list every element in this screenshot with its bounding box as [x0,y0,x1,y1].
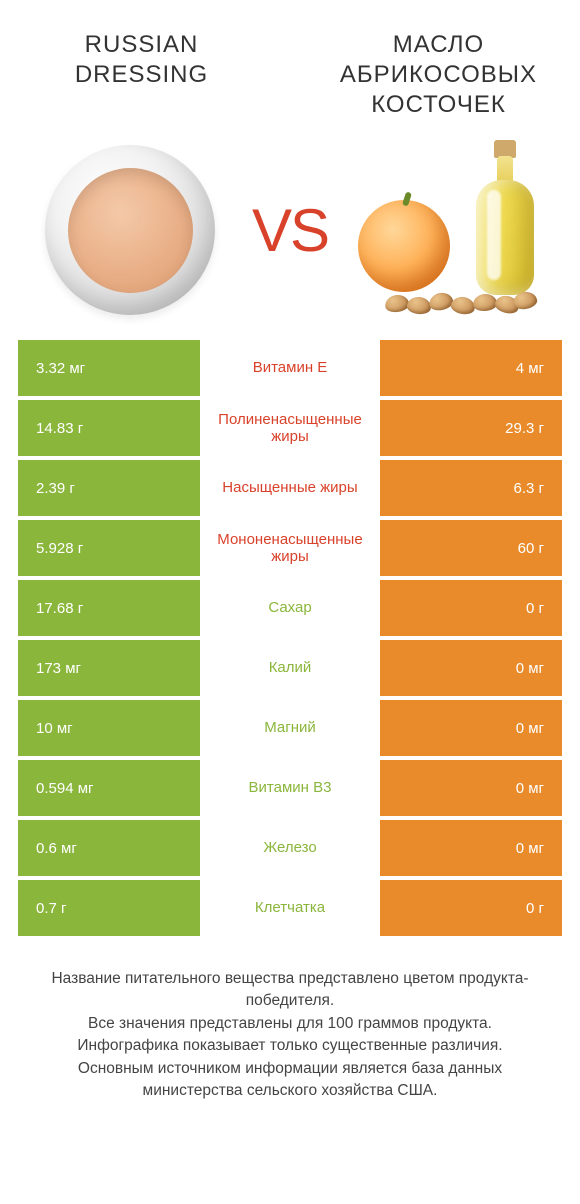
left-value: 0.7 г [18,880,200,936]
vs-label: VS [252,196,328,265]
left-value: 3.32 мг [18,340,200,396]
left-product-image [30,140,230,320]
header: RUSSIAN DRESSING МАСЛО АБРИКОСОВЫХ КОСТО… [0,0,580,130]
right-product-image [350,140,550,320]
nutrient-label: Мононенасыщенные жиры [200,520,380,576]
table-row: 0.6 мгЖелезо0 мг [18,820,562,876]
kernels-icon [385,280,540,314]
right-value: 0 мг [380,760,562,816]
dressing-icon [68,168,193,293]
left-value: 0.594 мг [18,760,200,816]
nutrient-label: Сахар [200,580,380,636]
nutrient-label: Магний [200,700,380,756]
nutrient-label: Полиненасыщенные жиры [200,400,380,456]
table-row: 173 мгКалий0 мг [18,640,562,696]
footer-line: Основным источником информации является … [28,1058,552,1103]
footer-notes: Название питательного вещества представл… [0,940,580,1103]
nutrient-label: Клетчатка [200,880,380,936]
left-value: 14.83 г [18,400,200,456]
comparison-table: 3.32 мгВитамин E4 мг14.83 гПолиненасыщен… [0,340,580,936]
table-row: 3.32 мгВитамин E4 мг [18,340,562,396]
nutrient-label: Витамин B3 [200,760,380,816]
table-row: 2.39 гНасыщенные жиры6.3 г [18,460,562,516]
table-row: 14.83 гПолиненасыщенные жиры29.3 г [18,400,562,456]
right-value: 4 мг [380,340,562,396]
apricot-icon [358,200,450,292]
footer-line: Инфографика показывает только существенн… [28,1035,552,1057]
right-value: 0 мг [380,640,562,696]
left-value: 17.68 г [18,580,200,636]
table-row: 0.594 мгВитамин B30 мг [18,760,562,816]
right-value: 0 г [380,880,562,936]
oil-bottle-icon [475,140,535,295]
left-value: 173 мг [18,640,200,696]
left-value: 2.39 г [18,460,200,516]
bowl-icon [45,145,215,315]
left-value: 0.6 мг [18,820,200,876]
nutrient-label: Железо [200,820,380,876]
right-product-title: МАСЛО АБРИКОСОВЫХ КОСТОЧЕК [317,30,560,120]
right-value: 29.3 г [380,400,562,456]
images-row: VS [0,130,580,340]
right-value: 0 г [380,580,562,636]
footer-line: Название питательного вещества представл… [28,968,552,1013]
table-row: 17.68 гСахар0 г [18,580,562,636]
right-value: 60 г [380,520,562,576]
table-row: 0.7 гКлетчатка0 г [18,880,562,936]
left-value: 5.928 г [18,520,200,576]
right-value: 0 мг [380,700,562,756]
left-value: 10 мг [18,700,200,756]
footer-line: Все значения представлены для 100 граммо… [28,1013,552,1035]
nutrient-label: Витамин E [200,340,380,396]
table-row: 10 мгМагний0 мг [18,700,562,756]
nutrient-label: Насыщенные жиры [200,460,380,516]
right-value: 0 мг [380,820,562,876]
right-value: 6.3 г [380,460,562,516]
table-row: 5.928 гМононенасыщенные жиры60 г [18,520,562,576]
nutrient-label: Калий [200,640,380,696]
left-product-title: RUSSIAN DRESSING [20,30,263,90]
